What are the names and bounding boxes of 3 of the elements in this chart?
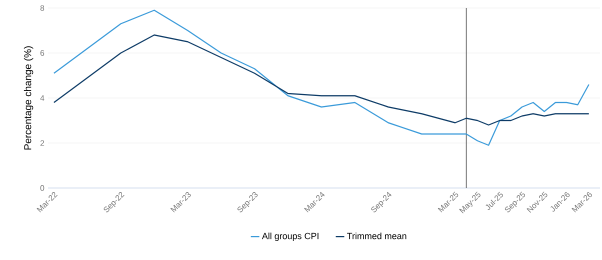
y-axis-title: Percentage change (%) xyxy=(24,46,34,150)
legend-label: All groups CPI xyxy=(262,232,318,241)
legend-label: Trimmed mean xyxy=(347,232,406,240)
